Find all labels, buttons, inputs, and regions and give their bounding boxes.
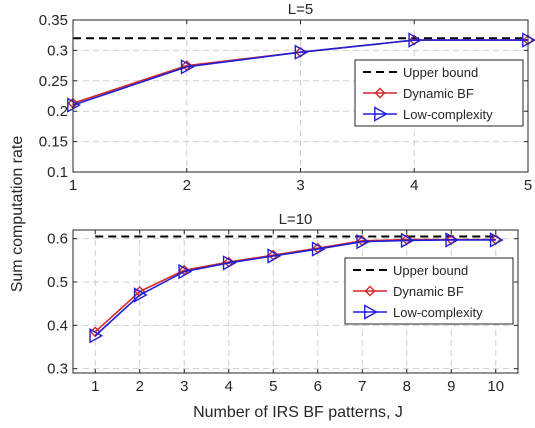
x-tick-label: 6 (314, 378, 322, 395)
legend-marker-triangle (374, 106, 388, 122)
legend-label: Dynamic BF (393, 284, 464, 299)
legend-marker-diamond (364, 285, 376, 297)
y-tick-label: 0.3 (47, 42, 68, 59)
data-point-triangle (133, 287, 148, 303)
y-tick-label: 0.6 (47, 231, 68, 248)
series-line (94, 239, 496, 337)
legend-entry: Dynamic BF (363, 86, 474, 101)
x-tick-label: 7 (358, 378, 366, 395)
x-tick-label: 4 (410, 177, 418, 194)
legend-label: Low-complexity (403, 107, 493, 122)
chart-panel-2: 1 2 3 4 5 6 7 8 9 10 0.3 0.4 0.5 0.6 L=10 Upper bound Dy… (47, 211, 519, 395)
legend-label: Upper bound (393, 263, 468, 278)
data-point-triangle (489, 232, 504, 248)
data-point-triangle (294, 44, 309, 60)
legend-entry: Upper bound (363, 65, 478, 80)
legend-label: Upper bound (403, 65, 478, 80)
legend: Upper bound Dynamic BF Low-complexity (354, 59, 524, 127)
x-tick-label: 2 (136, 378, 144, 395)
x-tick-label: 1 (69, 177, 77, 194)
y-tick-label: 0.3 (47, 361, 68, 378)
legend: Upper bound Dynamic BF Low-complexity (344, 257, 514, 325)
y-tick-label: 0.5 (47, 274, 68, 291)
axes-box (72, 19, 529, 173)
y-tick-label: 0.35 (39, 12, 68, 29)
y-tick-label: 0.2 (47, 103, 68, 120)
x-tick-label: 5 (524, 177, 532, 194)
data-point-triangle (400, 232, 415, 249)
legend-entry: Low-complexity (363, 106, 493, 122)
legend-entry: Low-complexity (353, 304, 483, 320)
x-tick-label: 4 (225, 378, 233, 395)
legend-entry: Upper bound (353, 263, 468, 278)
data-point-triangle (89, 328, 104, 344)
data-point-triangle (408, 32, 423, 48)
x-tick-label: 5 (269, 378, 277, 395)
legend-entry: Dynamic BF (353, 284, 464, 299)
x-tick-label: 3 (296, 177, 304, 194)
x-tick-label: 3 (180, 378, 188, 395)
y-tick-label: 0.4 (47, 317, 68, 334)
legend-label: Low-complexity (393, 305, 483, 320)
chart-title: L=10 (279, 211, 313, 228)
x-axis-label: Number of IRS BF patterns, J (193, 404, 403, 421)
legend-marker-diamond (374, 87, 386, 99)
chart-panel-1: 1 2 3 4 5 0.1 0.15 0.2 0.25 0.3 0.35 L=5 Upper bound… (39, 1, 535, 194)
y-tick-label: 0.25 (39, 73, 68, 90)
axes-box (72, 229, 519, 374)
series-low-complexity (67, 32, 535, 113)
legend-marker-triangle (364, 304, 378, 320)
data-point-triangle (267, 248, 282, 264)
legend-label: Dynamic BF (403, 86, 474, 101)
y-tick-label: 0.1 (47, 164, 68, 181)
data-point-triangle (178, 263, 193, 280)
x-tick-label: 9 (447, 378, 455, 395)
series-low-complexity (89, 232, 504, 344)
chart-title: L=5 (288, 1, 313, 18)
y-axis-label: Sum computation rate (9, 136, 26, 293)
x-tick-label: 10 (487, 378, 504, 395)
x-tick-label: 1 (91, 378, 99, 395)
y-tick-label: 0.15 (39, 134, 68, 151)
data-point-triangle (311, 241, 326, 257)
data-point-triangle (445, 232, 460, 248)
data-point-triangle (522, 32, 535, 48)
data-point-triangle (356, 234, 371, 250)
x-tick-label: 2 (183, 177, 191, 194)
series-line (72, 39, 528, 106)
x-tick-label: 8 (403, 378, 411, 395)
data-point-triangle (180, 59, 195, 75)
data-point-triangle (67, 97, 81, 113)
data-point-triangle (222, 255, 237, 271)
